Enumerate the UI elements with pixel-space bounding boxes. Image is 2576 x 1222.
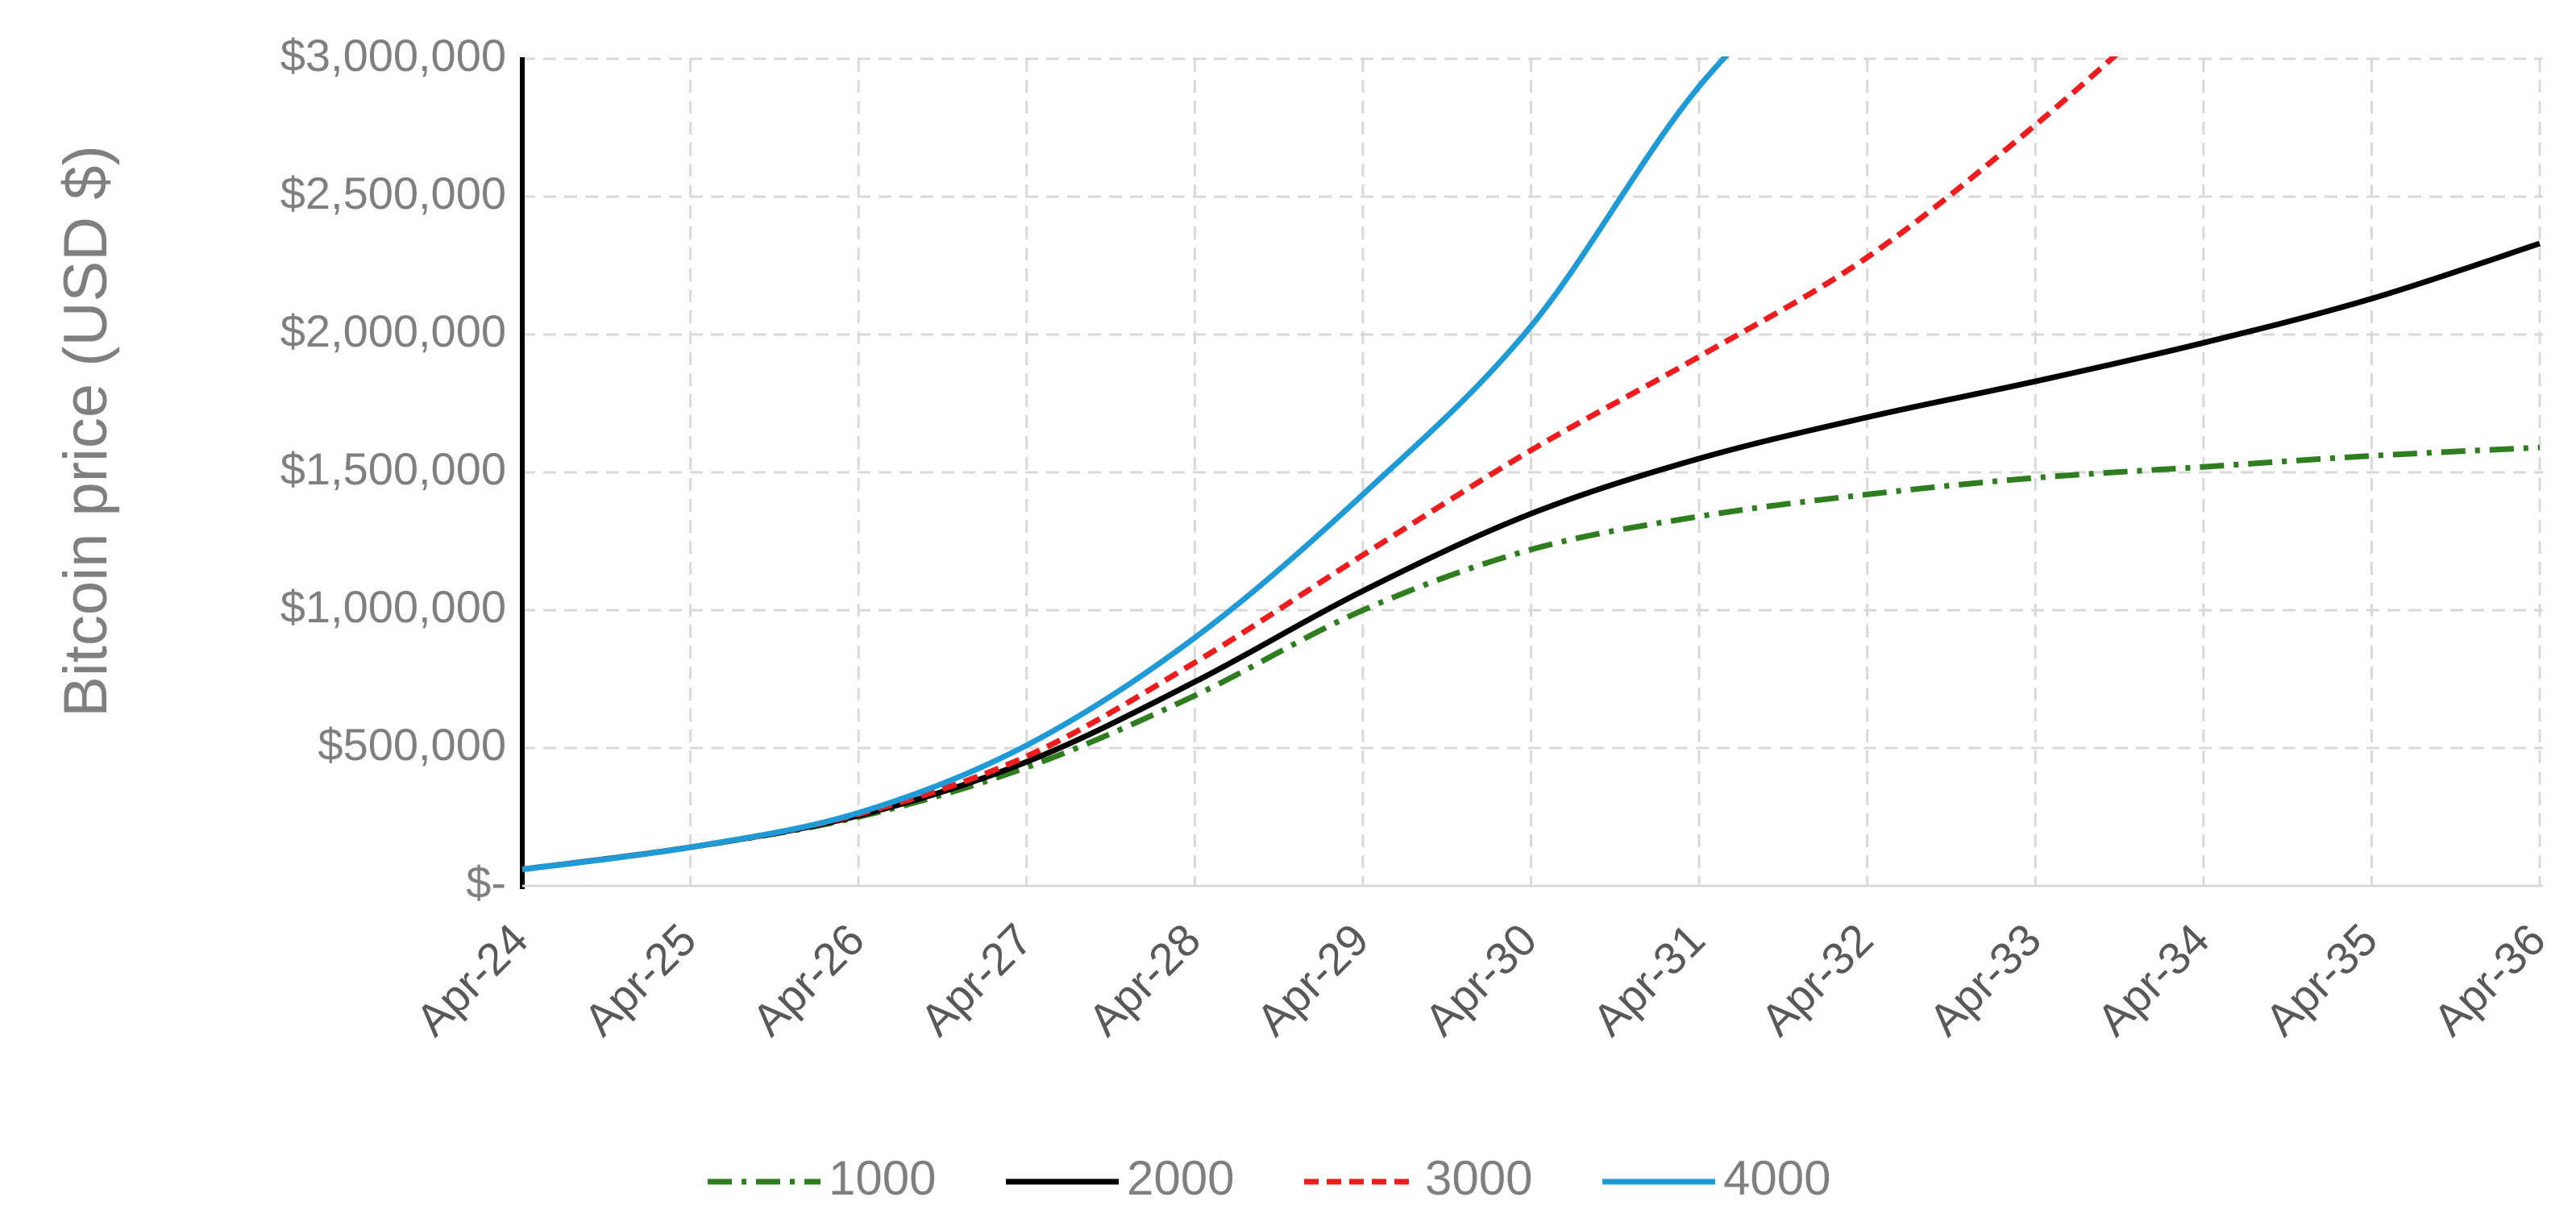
x-tick-label: Apr-28 — [1078, 913, 1210, 1045]
y-tick-label: $1,000,000 — [280, 581, 506, 632]
legend-label-4000: 4000 — [1723, 1151, 1830, 1205]
y-tick-label: $3,000,000 — [280, 30, 506, 81]
x-tick-label: Apr-34 — [2087, 913, 2218, 1045]
x-tick-label: Apr-36 — [2424, 913, 2555, 1045]
y-tick-label: $2,500,000 — [280, 168, 506, 218]
x-tick-label: Apr-29 — [1246, 913, 1377, 1045]
legend-label-1000: 1000 — [829, 1151, 936, 1205]
legend: 1000 2000 3000 4000 — [708, 1151, 1830, 1205]
x-tick-label: Apr-26 — [742, 913, 874, 1045]
series-line-4000 — [521, 56, 1730, 872]
y-axis: $- $500,000 $1,000,000 $1,500,000 $2,000,000… — [280, 30, 525, 908]
x-tick-label: Apr-24 — [406, 913, 538, 1045]
series-lines — [521, 56, 2541, 872]
x-tick-label: Apr-25 — [574, 913, 705, 1045]
x-tick-label: Apr-33 — [1919, 913, 2050, 1045]
legend-label-2000: 2000 — [1127, 1151, 1234, 1205]
gridlines — [522, 57, 2543, 886]
y-tick-label: $1,500,000 — [280, 443, 506, 494]
x-tick-label: Apr-30 — [1415, 913, 1546, 1045]
y-tick-label: $2,000,000 — [280, 306, 506, 356]
y-tick-label: $- — [466, 857, 506, 908]
x-tick-label: Apr-32 — [1751, 913, 1882, 1045]
x-axis: Apr-24 Apr-25 Apr-26 Apr-27 Apr-28 Apr-29 Apr-… — [406, 884, 2555, 1045]
x-tick-label: Apr-27 — [910, 913, 1041, 1045]
y-axis-label: Bitcoin price (USD $) — [52, 145, 120, 717]
x-tick-label: Apr-31 — [1583, 913, 1714, 1045]
legend-label-3000: 3000 — [1425, 1151, 1532, 1205]
y-tick-label: $500,000 — [318, 719, 506, 770]
x-tick-label: Apr-35 — [2255, 913, 2387, 1045]
